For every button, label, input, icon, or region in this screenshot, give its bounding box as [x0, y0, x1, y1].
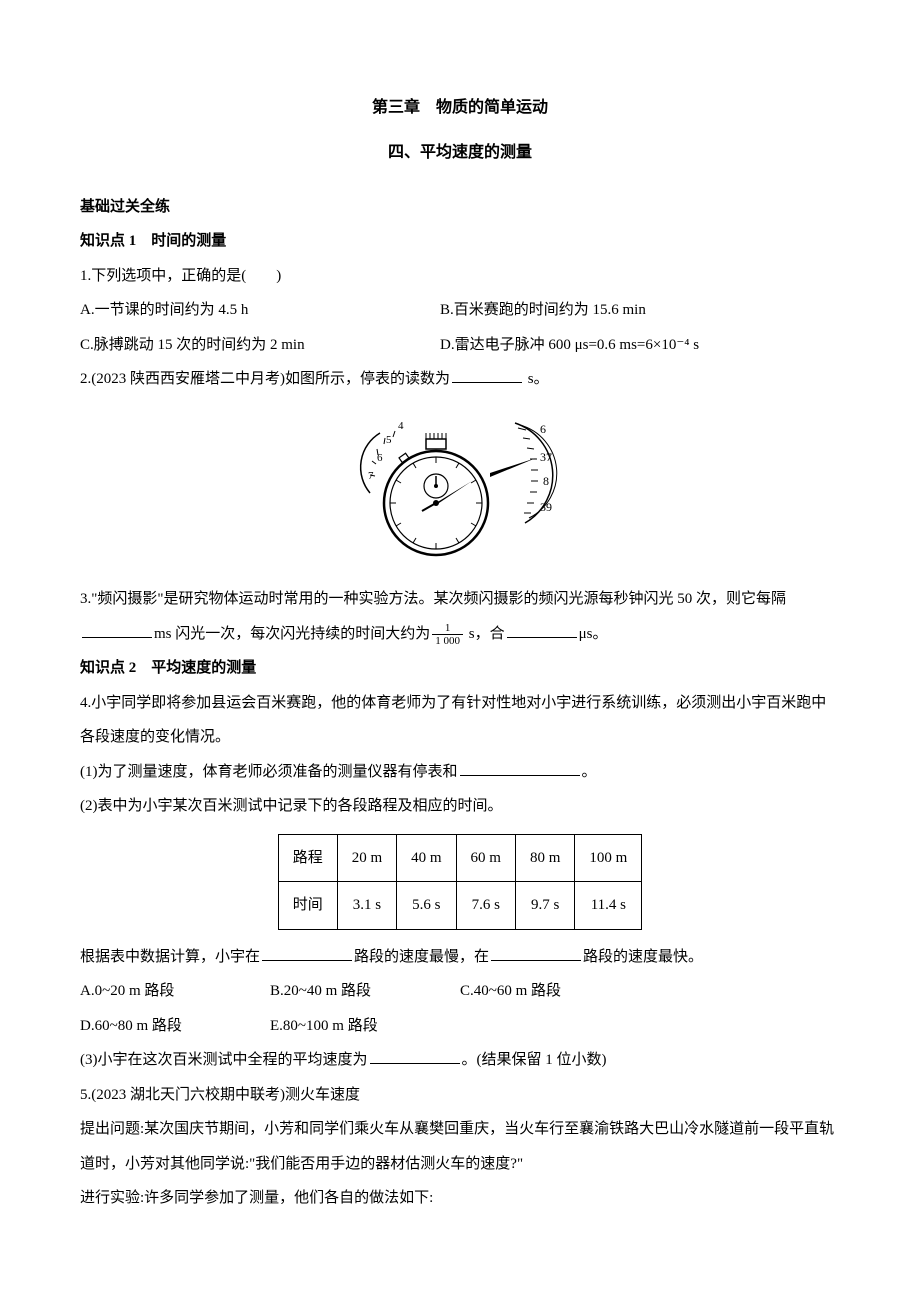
q2-text-pre: 2.(2023 陕西西安雁塔二中月考)如图所示，停表的读数为 — [80, 371, 450, 387]
q4-option-a: A.0~20 m 路段 — [80, 974, 270, 1009]
stopwatch-icon: 4 5 6 7 — [340, 403, 580, 563]
kp1-header: 知识点 1 时间的测量 — [80, 224, 840, 259]
table-cell: 40 m — [397, 834, 456, 882]
q2-line: 2.(2023 陕西西安雁塔二中月考)如图所示，停表的读数为 s。 — [80, 362, 840, 397]
svg-text:37: 37 — [540, 450, 552, 464]
q4-part3: (3)小宇在这次百米测试中全程的平均速度为 。(结果保留 1 位小数) — [80, 1043, 840, 1078]
svg-text:6: 6 — [377, 452, 383, 464]
table-cell: 5.6 s — [397, 882, 456, 930]
q4-option-c: C.40~60 m 路段 — [460, 974, 650, 1009]
q4-p1-blank — [460, 761, 580, 776]
table-cell: 100 m — [575, 834, 642, 882]
q2-text-post: s。 — [524, 371, 549, 387]
q3-mid1: ms 闪光一次，每次闪光持续的时间大约为 — [154, 626, 430, 642]
q5-stem: 5.(2023 湖北天门六校期中联考)测火车速度 — [80, 1078, 840, 1113]
svg-text:39: 39 — [540, 500, 552, 514]
chapter-subtitle: 四、平均速度的测量 — [80, 135, 840, 172]
q3-blank2 — [507, 623, 577, 638]
q4-stem: 4.小宇同学即将参加县运会百米赛跑，他的体育老师为了有针对性地对小宇进行系统训练… — [80, 686, 840, 755]
table-cell: 60 m — [456, 834, 515, 882]
q3-blank1 — [82, 623, 152, 638]
q1-option-a: A.一节课的时间约为 4.5 h — [80, 293, 440, 328]
svg-text:8: 8 — [543, 474, 549, 488]
q4-p3-blank — [370, 1049, 460, 1064]
q4-option-e: E.80~100 m 路段 — [270, 1009, 460, 1044]
q5-line2: 进行实验:许多同学参加了测量，他们各自的做法如下: — [80, 1181, 840, 1216]
q3-mid2: s，合 — [465, 626, 505, 642]
q4-option-b: B.20~40 m 路段 — [270, 974, 460, 1009]
q4-p1-post: 。 — [582, 764, 597, 780]
q3-line: 3."频闪摄影"是研究物体运动时常用的一种实验方法。某次频闪摄影的频闪光源每秒钟… — [80, 582, 840, 651]
q1-option-b: B.百米赛跑的时间约为 15.6 min — [440, 293, 840, 328]
q2-blank — [452, 368, 522, 383]
table-cell: 11.4 s — [575, 882, 642, 930]
q1-option-c: C.脉搏跳动 15 次的时间约为 2 min — [80, 328, 440, 363]
q4-at-post: 路段的速度最快。 — [583, 949, 703, 965]
table-cell: 7.6 s — [456, 882, 515, 930]
section-header-basics: 基础过关全练 — [80, 190, 840, 225]
table-row: 路程 20 m 40 m 60 m 80 m 100 m — [278, 834, 642, 882]
q4-data-table: 路程 20 m 40 m 60 m 80 m 100 m 时间 3.1 s 5.… — [278, 834, 643, 930]
kp2-header: 知识点 2 平均速度的测量 — [80, 651, 840, 686]
table-cell: 80 m — [515, 834, 574, 882]
table-cell: 3.1 s — [337, 882, 396, 930]
chapter-title: 第三章 物质的简单运动 — [80, 90, 840, 127]
svg-text:4: 4 — [398, 420, 404, 432]
stopwatch-figure: 4 5 6 7 — [80, 403, 840, 577]
svg-text:7: 7 — [368, 470, 374, 482]
q1-stem: 1.下列选项中，正确的是( ) — [80, 259, 840, 294]
table-cell: 9.7 s — [515, 882, 574, 930]
q4-at-mid: 路段的速度最慢，在 — [354, 949, 489, 965]
q4-at-pre: 根据表中数据计算，小宇在 — [80, 949, 260, 965]
svg-text:5: 5 — [386, 434, 392, 446]
table-cell: 时间 — [278, 882, 337, 930]
q4-at-blank2 — [491, 946, 581, 961]
q4-at-blank1 — [262, 946, 352, 961]
q3-pre: 3."频闪摄影"是研究物体运动时常用的一种实验方法。某次频闪摄影的频闪光源每秒钟… — [80, 591, 786, 607]
q4-p3-pre: (3)小宇在这次百米测试中全程的平均速度为 — [80, 1052, 368, 1068]
q4-after-table: 根据表中数据计算，小宇在 路段的速度最慢，在 路段的速度最快。 — [80, 940, 840, 975]
q3-post: μs。 — [579, 626, 608, 642]
q4-part1: (1)为了测量速度，体育老师必须准备的测量仪器有停表和 。 — [80, 755, 840, 790]
q4-option-d: D.60~80 m 路段 — [80, 1009, 270, 1044]
q1-option-d: D.雷达电子脉冲 600 μs=0.6 ms=6×10⁻⁴ s — [440, 328, 840, 363]
svg-text:6: 6 — [540, 422, 546, 436]
table-cell: 路程 — [278, 834, 337, 882]
table-cell: 20 m — [337, 834, 396, 882]
q4-p1-pre: (1)为了测量速度，体育老师必须准备的测量仪器有停表和 — [80, 764, 458, 780]
q4-p3-post: 。(结果保留 1 位小数) — [462, 1052, 607, 1068]
q5-line1: 提出问题:某次国庆节期间，小芳和同学们乘火车从襄樊回重庆，当火车行至襄渝铁路大巴… — [80, 1112, 840, 1181]
table-row: 时间 3.1 s 5.6 s 7.6 s 9.7 s 11.4 s — [278, 882, 642, 930]
q3-fraction: 11 000 — [432, 622, 463, 647]
q4-part2-intro: (2)表中为小宇某次百米测试中记录下的各段路程及相应的时间。 — [80, 789, 840, 824]
